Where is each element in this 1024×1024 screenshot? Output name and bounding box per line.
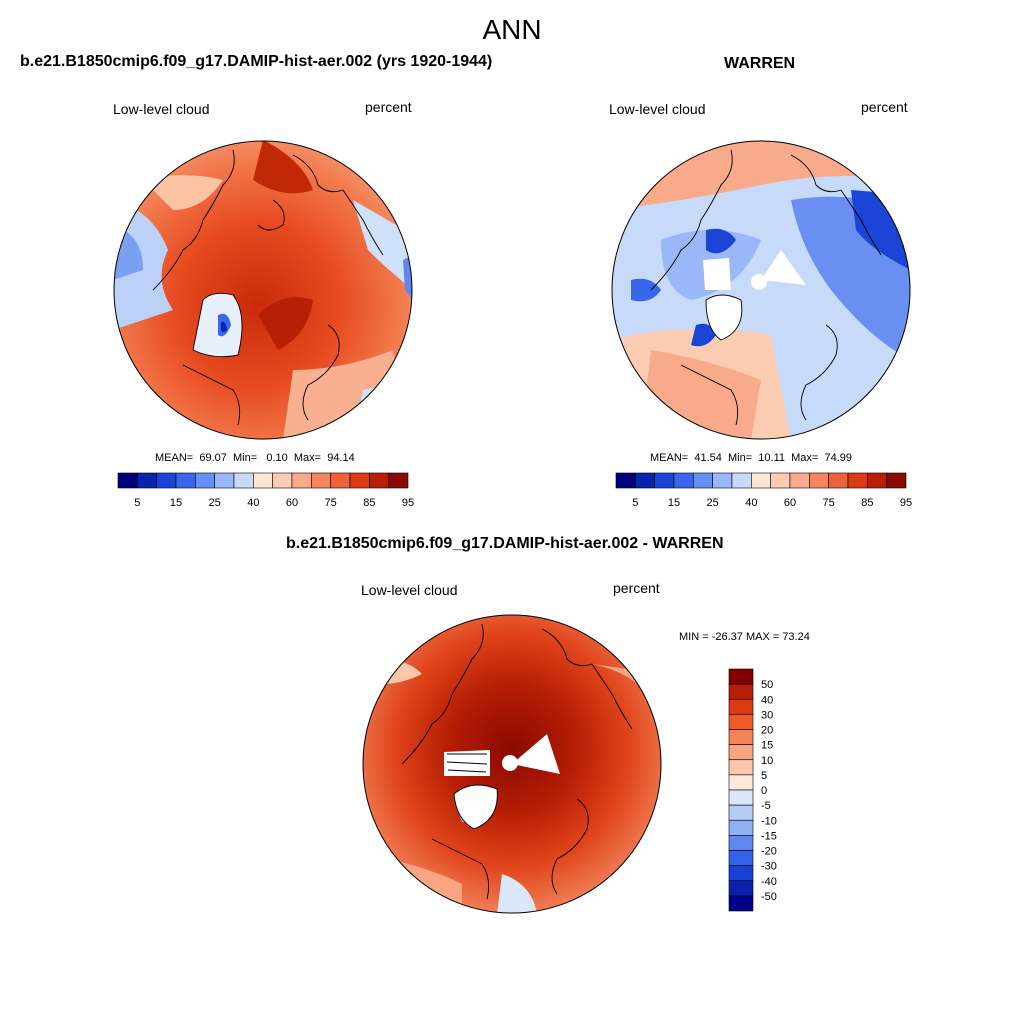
panel3-polar-map <box>362 614 662 914</box>
panel3-colorbar-tick-label: -20 <box>761 846 777 858</box>
panel2-colorbar-swatch <box>751 472 771 489</box>
panel1-colorbar-swatch <box>195 472 215 489</box>
panel3-colorbar-tick-label: -15 <box>761 830 777 842</box>
panel1-colorbar-tick-label: 15 <box>170 497 182 509</box>
panel3-colorbar-swatch <box>728 850 754 866</box>
panel2-colorbar-tick-label: 25 <box>707 497 719 509</box>
panel3-colorbar-tick-label: 5 <box>761 770 767 782</box>
panel3-colorbar-swatch <box>728 835 754 851</box>
panel1-units-label: percent <box>365 99 412 115</box>
panel3-colorbar-tick-label: 0 <box>761 785 767 797</box>
panel2-colorbar-tick-label: 85 <box>861 497 873 509</box>
panel2-colorbar-swatch <box>828 472 849 489</box>
panel1-colorbar-swatch <box>388 472 409 489</box>
panel1-colorbar-tick-label: 40 <box>247 497 259 509</box>
panel1-colorbar-swatch <box>369 472 389 489</box>
panel3-colorbar-swatch <box>728 744 754 761</box>
panel3-colorbar-swatch <box>728 804 754 821</box>
panel3-colorbar-swatch <box>728 714 754 730</box>
panel1-colorbar-swatch <box>156 472 177 489</box>
panel2-colorbar-swatch <box>615 472 636 489</box>
panel2-colorbar-tick-label: 60 <box>784 497 796 509</box>
panel1-colorbar-swatch <box>311 472 331 489</box>
panel1-colorbar-swatch <box>272 472 293 489</box>
panel1-colorbar-swatch <box>175 472 196 489</box>
figure-title: ANN <box>482 14 542 45</box>
panel2-colorbar-swatch <box>809 472 829 489</box>
panel3-colorbar-tick-label: 50 <box>761 679 773 691</box>
panel3-variable-label: Low-level cloud <box>361 582 458 598</box>
panel3-units-label: percent <box>613 580 660 596</box>
panel2-colorbar-swatch <box>886 472 907 489</box>
panel3-colorbar-swatch <box>728 819 754 836</box>
panel3-colorbar-swatch <box>728 729 754 745</box>
panel3-colorbar-swatch <box>728 668 754 685</box>
panel2-stats: MEAN= 41.54 Min= 10.11 Max= 74.99 <box>650 452 852 464</box>
panel2-colorbar-tick-label: 40 <box>745 497 757 509</box>
panel2-colorbar-tick-label: 75 <box>823 497 835 509</box>
panel3-colorbar-swatch <box>728 865 754 882</box>
panel1-colorbar-swatch <box>253 472 273 489</box>
panel3-colorbar-tick-label: -50 <box>761 891 777 903</box>
panel1-polar-map <box>113 140 413 440</box>
panel1-colorbar-swatch <box>137 472 157 489</box>
panel2-colorbar: 5 15 25 40 60 75 85 95 <box>615 472 912 509</box>
panel3-colorbar-tick-label: -10 <box>761 815 777 827</box>
panel2-colorbar-swatch <box>673 472 694 489</box>
panel3-title: b.e21.B1850cmip6.f09_g17.DAMIP-hist-aer.… <box>286 535 724 552</box>
panel2-colorbar-swatch <box>847 472 868 489</box>
panel1-colorbar-tick-label: 60 <box>286 497 298 509</box>
panel1-colorbar-swatch <box>349 472 370 489</box>
panel2-title: WARREN <box>724 55 796 72</box>
panel2-colorbar-swatch <box>654 472 675 489</box>
panel2-colorbar-tick-label: 95 <box>900 497 912 509</box>
panel3-colorbar-tick-label: -30 <box>761 861 777 873</box>
panel2-colorbar-swatch <box>712 472 733 489</box>
panel2-colorbar-swatch <box>731 472 752 489</box>
panel1-colorbar-tick-label: 75 <box>325 497 337 509</box>
panel3-colorbar-tick-label: 30 <box>761 709 773 721</box>
panel1-title: b.e21.B1850cmip6.f09_g17.DAMIP-hist-aer.… <box>20 53 493 70</box>
panel2-colorbar-swatch <box>770 472 791 489</box>
panel1-colorbar-swatch <box>117 472 138 489</box>
panel3-colorbar-swatch <box>728 759 754 776</box>
panel1-colorbar-tick-label: 95 <box>402 497 414 509</box>
panel3-colorbar-swatch <box>728 683 754 700</box>
panel3-colorbar-swatch <box>728 895 754 912</box>
panel1-colorbar-swatch <box>291 472 312 489</box>
panel2-colorbar-swatch <box>635 472 655 489</box>
panel1-colorbar-swatch <box>214 472 235 489</box>
panel2-colorbar-swatch <box>693 472 713 489</box>
panel1-colorbar-swatch <box>330 472 351 489</box>
panel1-colorbar-tick-label: 5 <box>134 497 140 509</box>
panel3-colorbar-tick-label: 10 <box>761 755 773 767</box>
panel3-colorbar-swatch <box>728 698 754 715</box>
panel3-colorbar-swatch <box>728 789 754 806</box>
panel3-colorbar-tick-label: 40 <box>761 694 773 706</box>
panel3-minmax: MIN = -26.37 MAX = 73.24 <box>679 631 810 643</box>
panel3-colorbar-tick-label: 15 <box>761 740 773 752</box>
panel1-colorbar: 5 15 25 40 60 75 85 95 <box>117 472 414 509</box>
panel1-variable-label: Low-level cloud <box>113 101 210 117</box>
panel2-colorbar-swatch <box>789 472 810 489</box>
panel3-colorbar-tick-label: -40 <box>761 876 777 888</box>
panel1-colorbar-tick-label: 85 <box>363 497 375 509</box>
panel2-colorbar-tick-label: 15 <box>668 497 680 509</box>
panel3-colorbar-swatch <box>728 880 754 897</box>
panel2-colorbar-swatch <box>867 472 887 489</box>
panel2-colorbar-tick-label: 5 <box>632 497 638 509</box>
panel1-colorbar-swatch <box>233 472 254 489</box>
panel3-colorbar-tick-label: -5 <box>761 800 771 812</box>
panel3-colorbar-tick-label: 20 <box>761 725 773 737</box>
panel2-units-label: percent <box>861 99 908 115</box>
panel1-colorbar-tick-label: 25 <box>209 497 221 509</box>
panel2-polar-map <box>611 140 911 440</box>
panel2-variable-label: Low-level cloud <box>609 101 706 117</box>
panel1-stats: MEAN= 69.07 Min= 0.10 Max= 94.14 <box>155 452 355 464</box>
panel3-colorbar-swatch <box>728 774 754 791</box>
